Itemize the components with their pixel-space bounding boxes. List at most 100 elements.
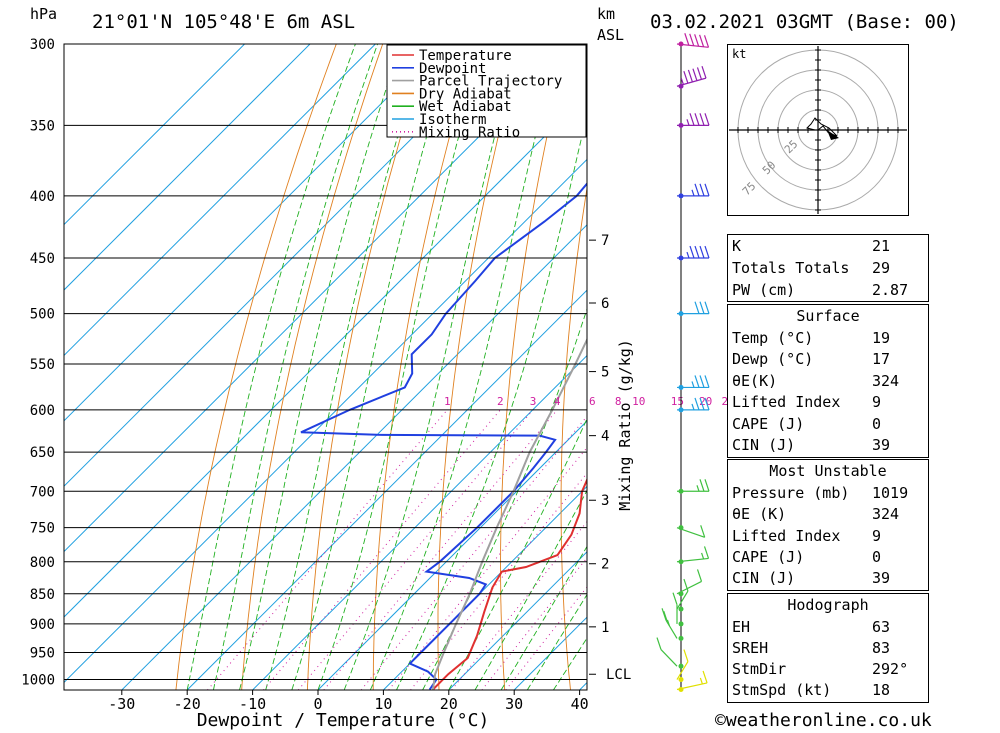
wind-barb-flag bbox=[694, 245, 700, 259]
isotherm-line bbox=[64, 93, 587, 618]
dewpoint-series bbox=[300, 182, 587, 690]
isotherm-line bbox=[317, 420, 587, 690]
mixing-ratio-line bbox=[481, 557, 587, 690]
wind-barb-flag bbox=[689, 113, 695, 126]
indices-box: K 21 Totals Totals 29 PW (cm) 2.87 bbox=[727, 234, 929, 302]
hodograph-unit-label: kt bbox=[732, 47, 746, 61]
pressure-tick-label: 900 bbox=[30, 617, 55, 633]
wind-barb-flag bbox=[683, 649, 689, 662]
surface-row-dewp: Dewp (°C) 17 bbox=[732, 350, 891, 368]
temperature-tick-label: 30 bbox=[505, 695, 523, 713]
wind-barb-flag bbox=[694, 113, 700, 126]
wind-barb-flag bbox=[701, 65, 707, 79]
km-tick-label: 5 bbox=[601, 365, 609, 381]
legend-label: Parcel Trajectory bbox=[419, 74, 562, 90]
mixing-ratio-label: 6 bbox=[589, 395, 596, 408]
wind-barb-flag bbox=[704, 375, 710, 388]
hodograph-stats-title: Hodograph bbox=[787, 596, 869, 614]
wind-barb-half bbox=[691, 189, 695, 197]
wind-barb-flag bbox=[696, 569, 703, 582]
isotherm-line bbox=[121, 224, 587, 690]
wind-level-dot bbox=[678, 635, 684, 641]
legend-label: Dewpoint bbox=[419, 61, 486, 77]
wind-barb-flag bbox=[704, 479, 710, 492]
wind-barb-half bbox=[686, 119, 690, 126]
hpa-label: hPa bbox=[30, 5, 58, 23]
km-tick-label: 4 bbox=[601, 429, 609, 445]
temperature-tick-label: -30 bbox=[108, 695, 135, 713]
plot-frame bbox=[63, 43, 588, 691]
wind-barb-flag bbox=[704, 397, 710, 411]
wind-barb-flag bbox=[699, 183, 705, 197]
legend-label: Temperature bbox=[419, 48, 512, 64]
hodo-row-stmspd: StmSpd (kt) 18 bbox=[732, 681, 891, 699]
legend-box bbox=[386, 44, 587, 138]
wind-barb-half bbox=[701, 552, 705, 560]
legend-label: Mixing Ratio bbox=[419, 125, 520, 141]
wind-barb-flag bbox=[689, 33, 695, 46]
asl-label: ASL bbox=[597, 26, 625, 44]
wind-barb-flag bbox=[700, 525, 706, 538]
km-label: km bbox=[597, 5, 616, 23]
wind-barb-flag bbox=[704, 301, 710, 314]
wind-barb-flag bbox=[694, 183, 700, 197]
wind-barb-flag bbox=[694, 301, 700, 314]
legend-label: Wet Adiabat bbox=[419, 99, 512, 115]
wind-barb-flag bbox=[689, 245, 695, 259]
mixing-ratio-label: 8 bbox=[615, 395, 622, 408]
temperature-tick-label: 40 bbox=[571, 695, 589, 713]
wind-barb-flag bbox=[661, 608, 667, 621]
wind-barb-flag bbox=[699, 375, 705, 388]
wind-barb-flag bbox=[694, 34, 700, 47]
mixing-ratio-label: 15 bbox=[671, 395, 684, 408]
mixing-ratio-axis-label: Mixing Ratio (g/kg) bbox=[616, 339, 634, 511]
wet-adiabat-line bbox=[448, 417, 587, 690]
most-unstable-title: Most Unstable bbox=[769, 462, 887, 480]
datetime-title: 03.02.2021 03GMT (Base: 00) bbox=[650, 11, 959, 33]
index-row-totals: Totals Totals 29 bbox=[732, 259, 891, 277]
wind-barb-flag bbox=[703, 35, 710, 48]
credit-link[interactable]: ©weatheronline.co.uk bbox=[715, 710, 932, 731]
surface-box: Surface Temp (°C) 19 Dewp (°C) 17 θE(K) 324… bbox=[727, 304, 929, 458]
index-row-k: K 21 bbox=[732, 237, 891, 255]
mu-row-cape: CAPE (J) 0 bbox=[732, 548, 882, 566]
pressure-tick-label: 950 bbox=[30, 645, 55, 661]
wind-barb-flag bbox=[704, 183, 710, 197]
wind-barb-flag bbox=[694, 397, 700, 411]
temperature-tick-label: 20 bbox=[440, 695, 458, 713]
wind-barb-half bbox=[680, 78, 684, 85]
wind-barb-flag bbox=[687, 69, 693, 83]
wind-barb-half bbox=[691, 381, 695, 388]
wet-adiabat-line bbox=[396, 112, 587, 690]
wind-barb-flag bbox=[694, 375, 700, 388]
hodo-row-eh: EH 63 bbox=[732, 618, 891, 636]
km-tick-label: 1 bbox=[601, 620, 609, 636]
parcel-trajectory-series bbox=[432, 337, 587, 690]
wind-barb-half bbox=[686, 251, 690, 259]
isotherm-line bbox=[64, 158, 587, 684]
wind-barb-half bbox=[666, 619, 671, 627]
surface-title: Surface bbox=[796, 307, 860, 325]
wet-adiabat-line bbox=[291, 44, 455, 690]
isotherm-line bbox=[383, 485, 587, 690]
dry-adiabat-line bbox=[306, 44, 430, 690]
mu-row-pressure: Pressure (mb) 1019 bbox=[732, 484, 909, 502]
wind-barb-flag bbox=[699, 479, 705, 492]
pressure-tick-label: 400 bbox=[30, 189, 55, 205]
pressure-tick-label: 850 bbox=[30, 587, 55, 603]
location-title: 21°01'N 105°48'E 6m ASL bbox=[92, 11, 356, 33]
wind-barb-shaft bbox=[660, 649, 678, 667]
isotherm-line bbox=[64, 44, 245, 226]
wet-adiabat-line bbox=[343, 44, 520, 690]
isotherm-line bbox=[64, 44, 572, 553]
km-tick-label: 3 bbox=[601, 493, 609, 509]
wind-level-dot bbox=[678, 621, 684, 627]
wind-barb-flag bbox=[704, 245, 710, 259]
hodo-row-sreh: SREH 83 bbox=[732, 639, 891, 657]
dry-adiabat-line bbox=[175, 44, 337, 690]
pressure-tick-label: 500 bbox=[30, 307, 55, 323]
mixing-ratio-label: 2 bbox=[497, 395, 504, 408]
wind-barb-shaft bbox=[665, 620, 678, 639]
storm-motion-marker bbox=[827, 130, 839, 140]
isotherm-line bbox=[64, 44, 376, 357]
